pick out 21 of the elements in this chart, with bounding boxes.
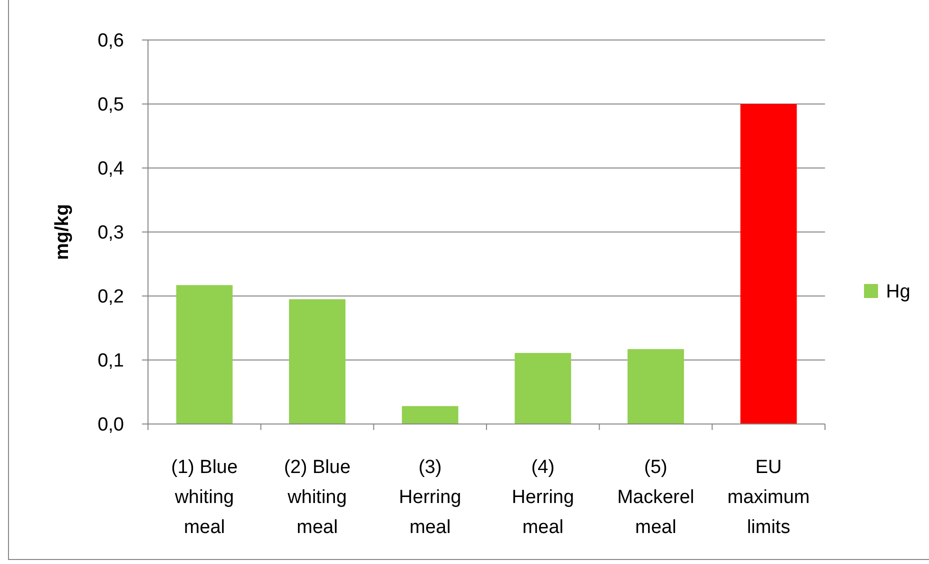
y-tick-label: 0,3 <box>98 222 124 244</box>
x-tick-label: (4) Herring meal <box>512 457 574 538</box>
bar <box>628 349 684 424</box>
x-tick-label: (1) Blue whiting meal <box>171 457 238 538</box>
x-tick-label: (2) Blue whiting meal <box>284 457 351 538</box>
y-tick-label: 0,0 <box>98 414 124 436</box>
bar <box>514 352 572 424</box>
legend-label: Hg <box>886 282 910 303</box>
y-tick-label: 0,2 <box>98 286 124 308</box>
y-tick-label: 0,4 <box>98 158 124 180</box>
bar <box>740 104 797 424</box>
x-tick-label: EU maximum limits <box>727 457 810 538</box>
bar <box>289 299 346 424</box>
y-tick-label: 0,5 <box>98 94 124 116</box>
bar <box>176 285 233 424</box>
x-tick-label: (5) Mackerel meal <box>617 457 694 538</box>
bar <box>402 406 458 424</box>
y-tick-label: 0,6 <box>98 30 124 52</box>
y-tick-label: 0,1 <box>98 350 124 372</box>
y-axis-title: mg/kg <box>52 204 73 260</box>
x-tick-label: (3) Herring meal <box>398 457 462 538</box>
